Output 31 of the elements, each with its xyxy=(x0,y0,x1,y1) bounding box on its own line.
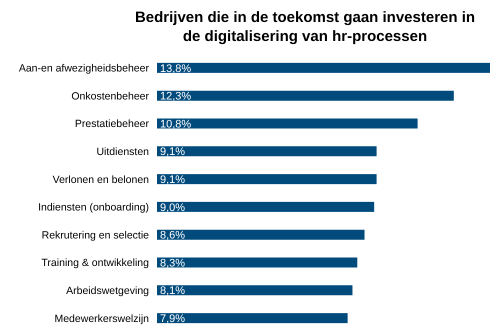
y-tick-label: Training & ontwikkeling xyxy=(41,257,150,270)
data-label: 9,1% xyxy=(160,146,186,158)
data-label: 13,8% xyxy=(160,62,192,75)
data-label: 9,0% xyxy=(160,202,186,214)
bar xyxy=(157,313,348,324)
data-label: 8,1% xyxy=(160,285,186,298)
y-tick-label: Uitdiensten xyxy=(96,146,150,158)
bar xyxy=(157,62,490,73)
data-label: 8,3% xyxy=(160,257,186,270)
data-label: 7,9% xyxy=(160,313,186,325)
bar xyxy=(157,230,365,240)
y-tick-label: Indiensten (onboarding) xyxy=(38,202,149,214)
y-tick-label: Aan-en afwezigheidsbeheer xyxy=(18,62,150,75)
bar xyxy=(157,146,377,156)
bar xyxy=(157,285,352,296)
bar xyxy=(157,118,418,128)
bar xyxy=(157,257,358,268)
y-tick-label: Arbeidswetgeving xyxy=(66,285,150,298)
y-tick-label: Verlonen en belonen xyxy=(52,174,150,186)
y-tick-label: Onkostenbeheer xyxy=(71,90,150,102)
y-tick-label: Prestatiebeheer xyxy=(74,118,150,130)
data-label: 10,8% xyxy=(160,118,192,130)
chart-title: Bedrijven die in de toekomst gaan investeren in de digitalisering van hr-processen xyxy=(134,8,476,46)
bar xyxy=(157,174,377,184)
bar xyxy=(157,90,454,101)
data-label: 9,1% xyxy=(160,174,186,186)
data-label: 8,6% xyxy=(160,230,186,242)
bar xyxy=(157,202,374,212)
y-tick-label: Rekrutering en selectie xyxy=(42,229,150,242)
data-label: 12,3% xyxy=(160,90,192,103)
y-tick-label: Medewerkerswelzijn xyxy=(54,312,150,325)
